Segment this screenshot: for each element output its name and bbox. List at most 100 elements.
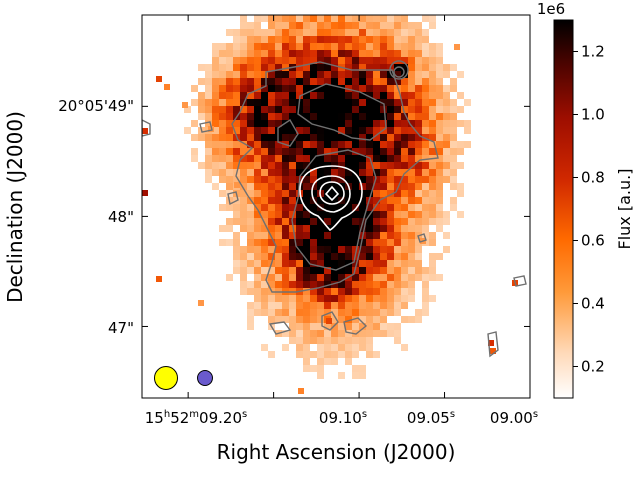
heatmap-cell (247, 316, 254, 323)
heatmap-cell (247, 148, 254, 155)
heatmap-cell (338, 85, 345, 92)
heatmap-cell (282, 218, 289, 225)
heatmap-cell (401, 127, 408, 134)
heatmap-cell (394, 197, 401, 204)
heatmap-cell (261, 29, 268, 36)
grey-contours (142, 60, 527, 358)
heatmap-cell (443, 127, 450, 134)
heatmap-cell (436, 197, 443, 204)
heatmap-cell (324, 22, 331, 29)
heatmap-cell (429, 113, 436, 120)
heatmap-cell (387, 281, 394, 288)
heatmap-cell (240, 71, 247, 78)
heatmap-cell (422, 197, 429, 204)
heatmap-cell (234, 182, 240, 188)
heatmap-cell (303, 50, 310, 57)
heatmap-cell (296, 43, 303, 50)
heatmap-cell (296, 78, 303, 85)
heatmap-cell (429, 211, 436, 218)
white-contour-1 (299, 165, 363, 231)
heatmap-cell (226, 92, 233, 99)
heatmap-cell (331, 85, 338, 92)
heatmap-cell (422, 15, 429, 22)
heatmap-cell (289, 43, 296, 50)
heatmap-cell (289, 22, 296, 29)
heatmap-cell (324, 232, 331, 239)
heatmap-cell (254, 127, 261, 134)
heatmap-cell (429, 162, 436, 169)
heatmap-cell (261, 106, 268, 113)
heatmap-cell (212, 43, 219, 50)
heatmap-cell (359, 57, 366, 64)
heatmap-cell (401, 36, 408, 43)
heatmap-cell (352, 113, 359, 120)
heatmap-cell (289, 302, 296, 309)
heatmap-cell (296, 274, 303, 281)
heatmap-cell (366, 99, 373, 106)
heatmap-cell (422, 36, 429, 43)
heatmap-cell (296, 239, 303, 246)
heatmap-cell (226, 113, 233, 120)
heatmap-cell (345, 281, 352, 288)
heatmap-cell (261, 232, 268, 239)
heatmap-cell (331, 57, 338, 64)
heatmap-cell (387, 295, 394, 302)
heatmap-cell (352, 176, 359, 183)
heatmap-cell (422, 155, 429, 162)
grey-contour-south-west (268, 321, 292, 335)
heatmap-cell (415, 29, 422, 36)
heatmap-cell (254, 64, 261, 71)
heatmap-cell (324, 169, 331, 176)
heatmap-cell (303, 162, 310, 169)
colorbar-tick-label-2: 0.6 (581, 232, 605, 250)
heatmap-cell (401, 260, 408, 267)
heatmap-cell (254, 99, 261, 106)
heatmap-cell (373, 15, 380, 22)
heatmap-cell (233, 239, 240, 246)
heatmap-cell (205, 71, 212, 78)
heatmap-cell (394, 15, 401, 22)
heatmap-cell (296, 218, 303, 225)
heatmap-cell (373, 169, 380, 176)
heatmap-cell (261, 78, 268, 85)
heatmap-cell (282, 57, 289, 64)
heatmap-cell (226, 162, 233, 169)
heatmap-cell (338, 295, 345, 302)
heatmap-cell (408, 239, 415, 246)
heatmap-cell (394, 113, 401, 120)
heatmap-cell (450, 148, 457, 155)
heatmap-cell (240, 204, 247, 211)
heatmap-cell (268, 253, 275, 260)
heatmap-cell (373, 309, 380, 316)
heatmap-cell (317, 281, 324, 288)
heatmap-cell (359, 78, 366, 85)
heatmap-cell (208, 126, 214, 132)
heatmap-cell (387, 22, 394, 29)
heatmap-cell (324, 113, 331, 120)
heatmap-cell (380, 155, 387, 162)
heatmap-cell (366, 134, 373, 141)
heatmap-cell (401, 162, 408, 169)
heatmap-cell (338, 260, 345, 267)
heatmap-cell (387, 218, 394, 225)
heatmap-cell (205, 176, 212, 183)
heatmap-cell (261, 99, 268, 106)
heatmap-cell (247, 71, 254, 78)
heatmap-cell (240, 43, 247, 50)
heatmap-cell (422, 211, 429, 218)
heatmap-cell (352, 232, 359, 239)
heatmap-cell (366, 162, 373, 169)
heatmap-cell (296, 323, 303, 330)
heatmap-cell (352, 92, 359, 99)
heatmap-cell (254, 57, 261, 64)
heatmap-cell (191, 85, 198, 92)
heatmap-cell (240, 36, 247, 43)
heatmap-cell (282, 295, 289, 302)
heatmap-cell (401, 22, 408, 29)
heatmap-cell (408, 22, 415, 29)
heatmap-cell (387, 148, 394, 155)
heatmap-cell (275, 232, 282, 239)
heatmap-cell (275, 218, 282, 225)
heatmap-cell (366, 169, 373, 176)
heatmap-cell (275, 120, 282, 127)
